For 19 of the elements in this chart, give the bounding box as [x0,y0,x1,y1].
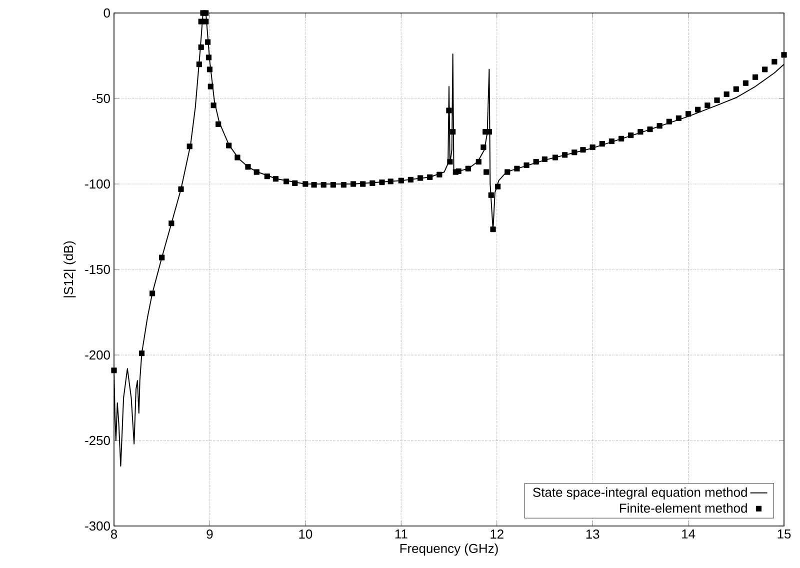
y-axis-title: |S12| (dB) [64,241,76,298]
x-tick-label: 9 [206,530,213,539]
x-axis-title: Frequency (GHz) [400,544,498,556]
x-tick-label: 11 [395,530,408,538]
x-tick-label: 10 [299,530,312,539]
y-tick-label: -250 [85,436,110,446]
legend-label: Finite-element method [620,503,747,513]
y-tick-label: -200 [85,350,110,360]
x-tick-label: 8 [110,530,118,539]
y-tick-label: 0 [104,8,110,18]
legend-label: State space-integral equation method [533,487,747,500]
y-tick-label: -50 [92,94,110,104]
y-tick-label: -150 [85,264,110,274]
x-tick-label: 13 [586,530,600,539]
y-tick-label: -100 [85,179,110,189]
x-tick-label: 15 [778,530,791,539]
y-tick-label: -300 [85,521,110,531]
x-tick-label: 12 [490,530,504,539]
x-tick-label: 14 [682,530,696,538]
